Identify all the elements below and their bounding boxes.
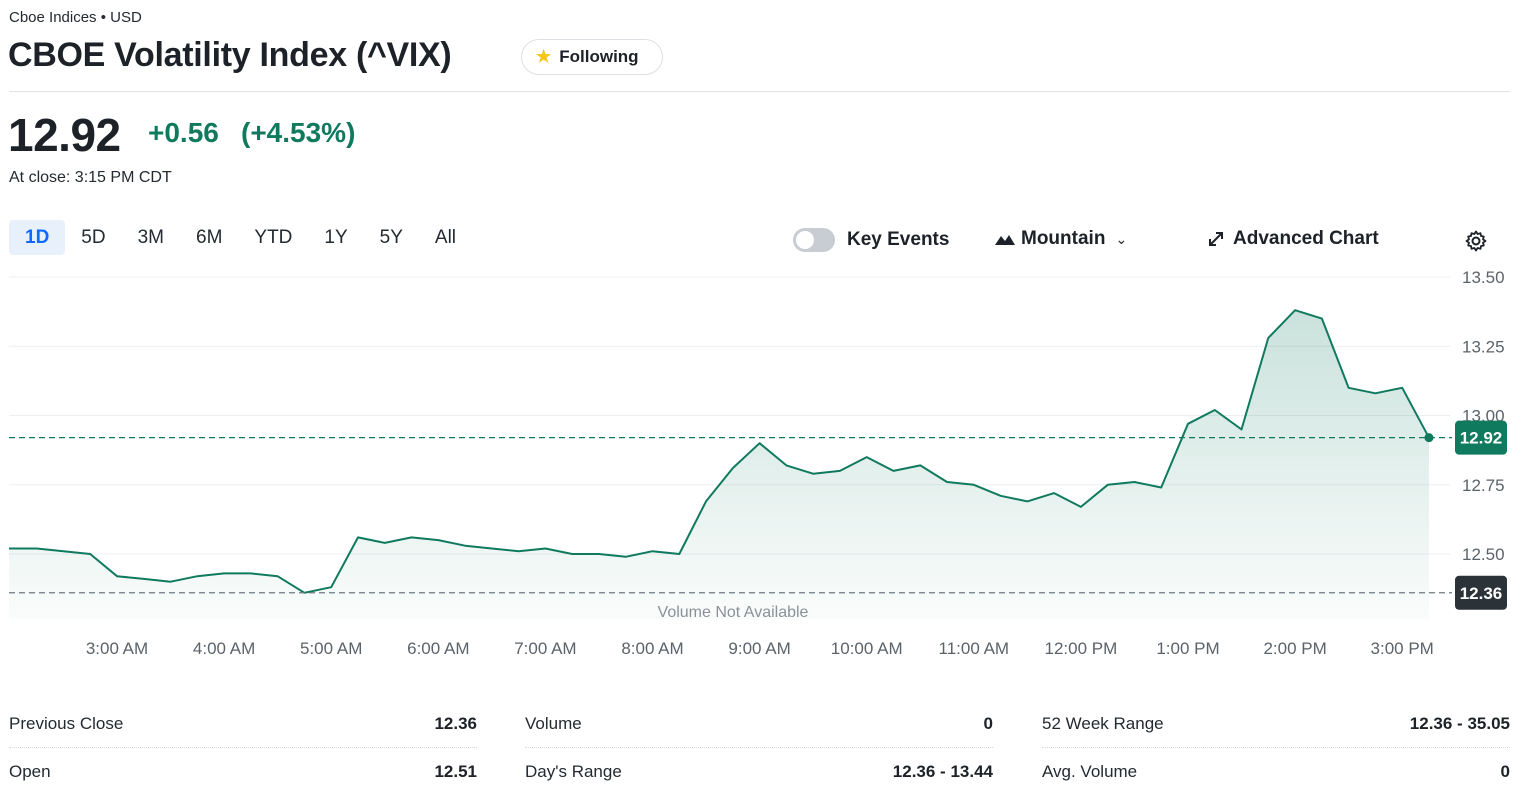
x-tick-label: 7:00 AM (514, 639, 576, 658)
volume-note: Volume Not Available (658, 604, 809, 621)
x-tick-label: 4:00 AM (193, 639, 255, 658)
header-divider (9, 91, 1510, 92)
stat-label: Open (9, 761, 51, 781)
key-events-toggle[interactable]: Key Events (793, 228, 949, 252)
stat-label: 52 Week Range (1042, 713, 1164, 733)
chart-type-label: Mountain (1021, 228, 1106, 249)
x-tick-label: 11:00 AM (939, 639, 1010, 658)
range-tab-ytd[interactable]: YTD (254, 227, 293, 248)
y-tick-label: 12.50 (1462, 545, 1505, 564)
range-tab-1y[interactable]: 1Y (324, 227, 348, 248)
stat-open: Open 12.51 (9, 748, 477, 791)
stat-label: Avg. Volume (1042, 761, 1138, 781)
range-tab-3m[interactable]: 3M (137, 227, 164, 248)
x-tick-label: 1:00 PM (1156, 639, 1219, 658)
y-tick-label: 13.50 (1462, 268, 1505, 287)
price-change: +0.56 (148, 117, 219, 148)
range-tab-5y[interactable]: 5Y (379, 227, 403, 248)
toggle-switch[interactable] (793, 228, 835, 252)
range-tab-1d[interactable]: 1D (9, 220, 66, 255)
range-tab-all[interactable]: All (434, 227, 457, 248)
advanced-chart-button[interactable]: Advanced Chart (1207, 228, 1379, 250)
x-tick-label: 6:00 AM (407, 639, 469, 658)
stat-value: 12.36 - 35.05 (1409, 713, 1510, 733)
range-tab-6m[interactable]: 6M (196, 227, 223, 248)
price-area (9, 310, 1429, 620)
stat-label: Previous Close (9, 713, 124, 733)
x-tick-label: 8:00 AM (621, 639, 683, 658)
close-time: At close: 3:15 PM CDT (9, 169, 172, 186)
stat-value: 0 (1500, 761, 1510, 781)
stat-previous-close: Previous Close 12.36 (9, 700, 477, 748)
expand-icon (1209, 232, 1223, 246)
following-button[interactable]: ★ Following (521, 39, 663, 75)
stat-value: 0 (983, 713, 993, 733)
stat-value: 12.36 (434, 713, 477, 733)
x-tick-label: 5:00 AM (300, 639, 362, 658)
current-price-badge-label: 12.92 (1460, 429, 1503, 448)
range-tabs: 1D 5D 3M 6M YTD 1Y 5Y All (9, 220, 472, 255)
x-tick-label: 3:00 AM (86, 639, 148, 658)
mountain-icon (995, 235, 1015, 245)
stat-value: 12.36 - 13.44 (892, 761, 993, 781)
x-tick-label: 3:00 PM (1371, 639, 1434, 658)
stat-avg-volume: Avg. Volume 0 (1042, 748, 1510, 791)
key-events-label: Key Events (847, 229, 950, 250)
star-icon: ★ (536, 47, 552, 66)
current-price-badge (1455, 420, 1507, 455)
range-tab-5d[interactable]: 5D (81, 227, 106, 248)
stat-label: Volume (525, 713, 582, 733)
page-title: CBOE Volatility Index (^VIX) (8, 36, 452, 74)
x-tick-label: 9:00 AM (728, 639, 790, 658)
gear-icon[interactable] (1464, 229, 1488, 253)
x-tick-label: 2:00 PM (1263, 639, 1326, 658)
chart-type-dropdown[interactable]: Mountain ⌄ (995, 228, 1127, 250)
price-line (9, 309, 1430, 594)
previous-close-badge (1455, 575, 1507, 610)
chevron-down-icon: ⌄ (1115, 230, 1128, 247)
toggle-knob (796, 231, 814, 249)
stat-value: 12.51 (434, 761, 477, 781)
stat-days-range: Day's Range 12.36 - 13.44 (525, 748, 993, 791)
advanced-chart-label: Advanced Chart (1233, 228, 1379, 249)
stat-52-week-range: 52 Week Range 12.36 - 35.05 (1042, 700, 1510, 748)
y-tick-label: 12.75 (1462, 476, 1505, 495)
stat-volume: Volume 0 (525, 700, 993, 748)
price-change-percent: (+4.53%) (241, 117, 356, 148)
x-tick-label: 10:00 AM (831, 639, 903, 658)
x-tick-label: 12:00 PM (1045, 639, 1118, 658)
price-chart[interactable]: 13.5013.2513.0012.7512.5012.9212.36Volum… (0, 260, 1515, 670)
current-price: 12.92 (8, 109, 121, 161)
following-label: Following (559, 47, 639, 66)
y-tick-label: 13.25 (1462, 337, 1505, 356)
stat-label: Day's Range (525, 761, 622, 781)
previous-close-badge-label: 12.36 (1460, 584, 1503, 603)
current-price-dot (1424, 433, 1434, 443)
exchange-label: Cboe Indices • USD (9, 9, 142, 26)
